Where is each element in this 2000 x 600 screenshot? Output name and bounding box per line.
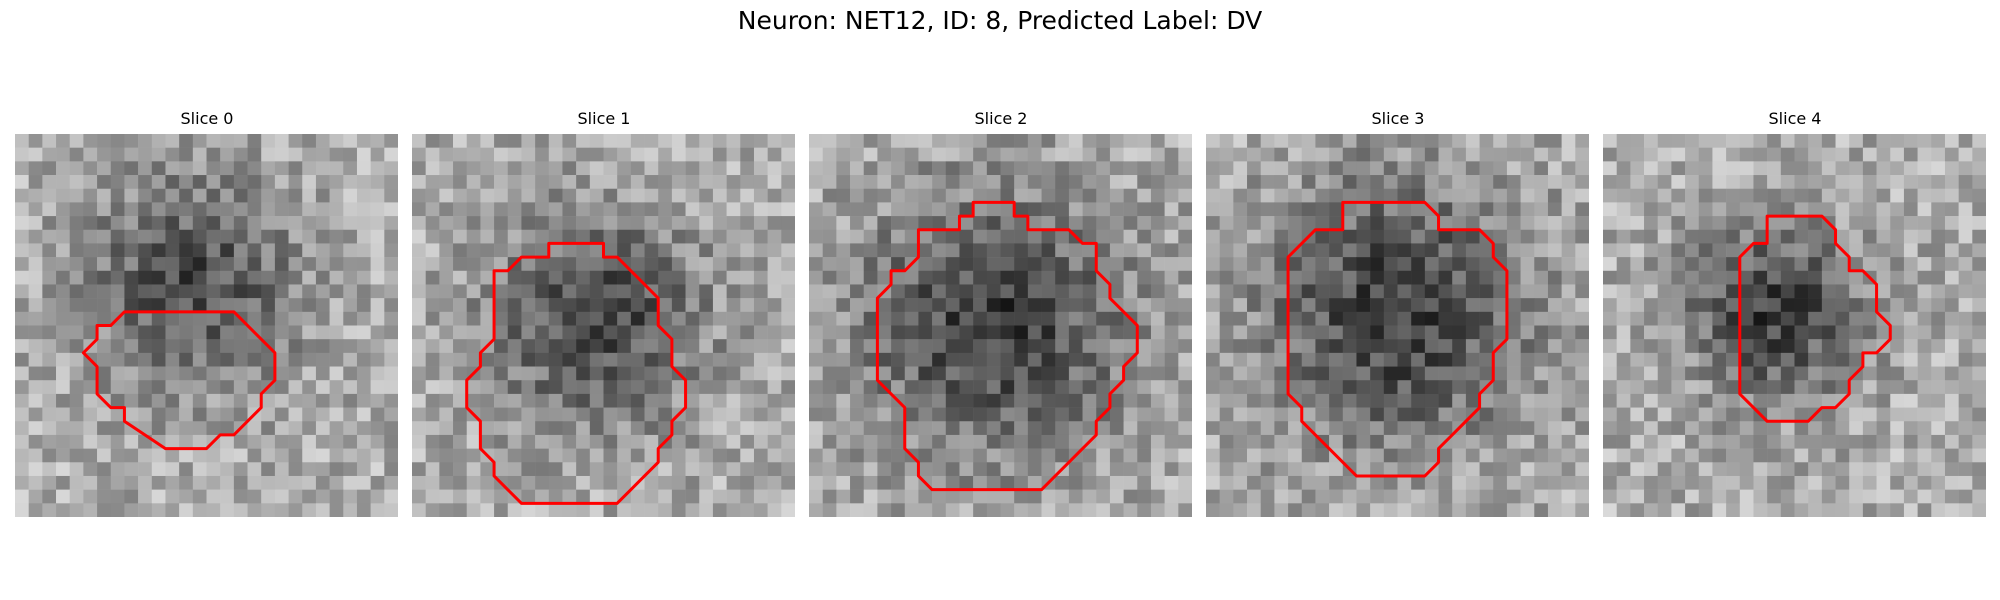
slice-4-image: [1603, 134, 1986, 517]
roi-contour: [1286, 200, 1509, 478]
slice-3-image: [1206, 134, 1589, 517]
roi-contour: [1738, 214, 1892, 423]
pixel-grid: [412, 134, 795, 517]
pixel-grid: [809, 134, 1192, 517]
figure-title: Neuron: NET12, ID: 8, Predicted Label: D…: [737, 6, 1263, 35]
pixel-grid: [1206, 134, 1589, 517]
slice-2-image: [809, 134, 1192, 517]
slice-1-image: [412, 134, 795, 517]
slice-0-image: [15, 134, 398, 517]
panel-title-slice-0: Slice 0: [180, 109, 234, 128]
panel-title-slice-4: Slice 4: [1768, 109, 1822, 128]
roi-contour: [465, 241, 688, 505]
panel-title-slice-3: Slice 3: [1371, 109, 1425, 128]
roi-contour: [81, 310, 277, 451]
panel-title-slice-2: Slice 2: [974, 109, 1028, 128]
panel-title-slice-1: Slice 1: [577, 109, 631, 128]
pixel-grid: [1603, 134, 1986, 517]
roi-contour: [875, 200, 1139, 492]
pixel-grid: [15, 134, 398, 517]
